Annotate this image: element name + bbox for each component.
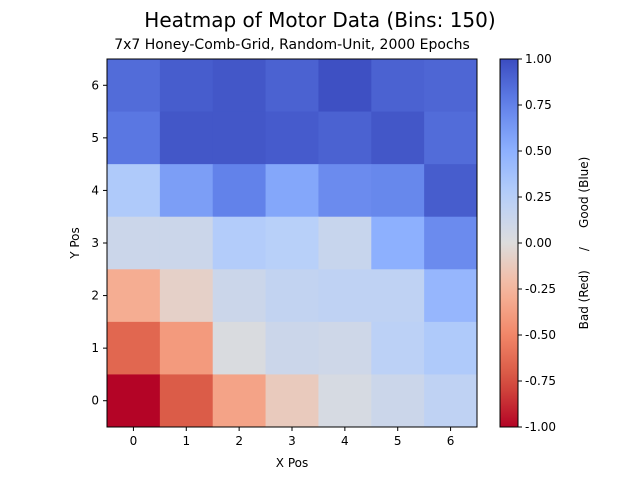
x-tick-label: 2: [235, 434, 243, 448]
x-tick-label: 6: [447, 434, 455, 448]
heatmap-cell: [212, 111, 267, 165]
heatmap-cells: [107, 59, 478, 428]
heatmap-cell: [159, 59, 214, 113]
heatmap-cell: [107, 111, 161, 165]
heatmap-cell: [371, 374, 425, 428]
heatmap-cell: [212, 269, 267, 323]
chart-title: Heatmap of Motor Data (Bins: 150): [144, 8, 495, 32]
heatmap-cell: [371, 164, 425, 218]
heatmap-cell: [371, 216, 425, 270]
y-tick-label: 0: [91, 394, 99, 408]
heatmap-cell: [265, 374, 319, 428]
heatmap-cell: [318, 164, 372, 218]
heatmap-cell: [424, 321, 478, 375]
x-tick-label: 1: [182, 434, 190, 448]
y-axis-label: Y Pos: [68, 227, 82, 260]
y-tick-label: 5: [91, 131, 99, 145]
colorbar-tick-label: -0.50: [525, 328, 556, 342]
heatmap-cell: [371, 59, 425, 113]
x-tick-label: 4: [341, 434, 349, 448]
x-tick-label: 3: [288, 434, 296, 448]
heatmap-cell: [265, 216, 319, 270]
colorbar-tick-label: 0.50: [525, 144, 552, 158]
heatmap-cell: [212, 374, 267, 428]
heatmap-cell: [159, 374, 214, 428]
heatmap-cell: [424, 164, 478, 218]
chart-subtitle: 7x7 Honey-Comb-Grid, Random-Unit, 2000 E…: [114, 37, 470, 53]
heatmap-cell: [159, 216, 214, 270]
heatmap-cell: [424, 374, 478, 428]
colorbar-ticks: -1.00 -0.75 -0.50 -0.25 0.00 0.25 0.50 0.75 1.00: [518, 52, 556, 434]
heatmap-cell: [318, 111, 372, 165]
heatmap-cell: [107, 216, 161, 270]
heatmap-cell: [265, 164, 319, 218]
heatmap-cell: [265, 321, 319, 375]
y-tick-label: 3: [91, 236, 99, 250]
x-tick-label: 0: [130, 434, 138, 448]
heatmap-cell: [107, 164, 161, 218]
colorbar-tick-label: 0.00: [525, 236, 552, 250]
colorbar-tick-label: -0.25: [525, 282, 556, 296]
heatmap-cell: [371, 269, 425, 323]
heatmap-cell: [159, 164, 214, 218]
y-tick-label: 6: [91, 78, 99, 92]
heatmap-cell: [265, 269, 319, 323]
colorbar: [500, 59, 518, 427]
colorbar-tick-label: 0.75: [525, 98, 552, 112]
heatmap-cell: [212, 216, 267, 270]
x-axis: 0 1 2 3 4 5 6: [130, 427, 455, 448]
heatmap-cell: [107, 374, 161, 428]
x-tick-label: 5: [394, 434, 402, 448]
heatmap-cell: [265, 59, 319, 113]
y-tick-label: 2: [91, 289, 99, 303]
heatmap-cell: [424, 269, 478, 323]
heatmap-cell: [371, 111, 425, 165]
heatmap-cell: [107, 59, 161, 113]
heatmap-cell: [371, 321, 425, 375]
heatmap-cell: [265, 111, 319, 165]
heatmap-cell: [424, 216, 478, 270]
heatmap-cell: [424, 59, 478, 113]
colorbar-label: Bad (Red) / Good (Blue): [577, 157, 591, 330]
heatmap-cell: [107, 269, 161, 323]
colorbar-tick-label: 1.00: [525, 52, 552, 66]
heatmap-cell: [159, 269, 214, 323]
y-tick-label: 4: [91, 183, 99, 197]
heatmap-cell: [318, 374, 372, 428]
heatmap-cell: [212, 164, 267, 218]
heatmap-cell: [318, 59, 372, 113]
x-axis-label: X Pos: [276, 456, 308, 470]
heatmap-cell: [159, 111, 214, 165]
heatmap-cell: [318, 321, 372, 375]
colorbar-tick-label: -1.00: [525, 420, 556, 434]
y-axis: 0 1 2 3 4 5 6: [91, 78, 107, 408]
colorbar-tick-label: 0.25: [525, 190, 552, 204]
heatmap-cell: [318, 216, 372, 270]
heatmap-cell: [107, 321, 161, 375]
heatmap-cell: [318, 269, 372, 323]
colorbar-tick-label: -0.75: [525, 374, 556, 388]
heatmap-cell: [212, 321, 267, 375]
heatmap-cell: [159, 321, 214, 375]
heatmap-cell: [212, 59, 267, 113]
y-tick-label: 1: [91, 341, 99, 355]
heatmap-cell: [424, 111, 478, 165]
